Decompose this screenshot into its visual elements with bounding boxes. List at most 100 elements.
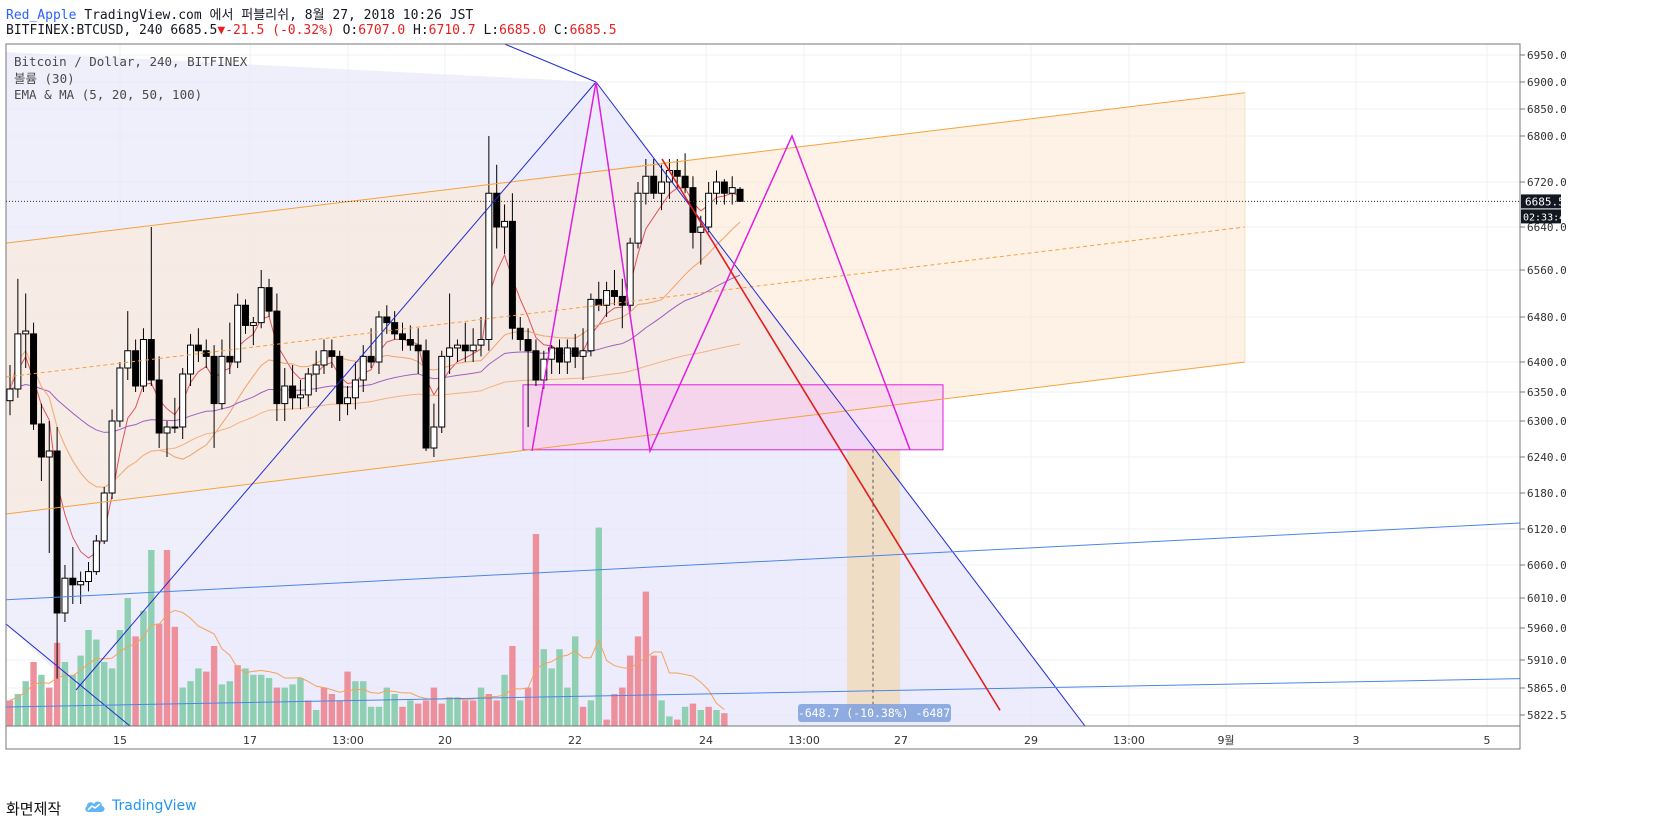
volume-bar: [132, 636, 139, 726]
candle-body: [446, 347, 454, 357]
candle-body: [705, 192, 713, 228]
volume-bar: [658, 700, 665, 726]
candle-body: [100, 492, 108, 542]
candle-body: [226, 355, 234, 363]
volume-bar: [689, 703, 697, 726]
y-tick-label: 5822.5: [1527, 709, 1567, 722]
candle-body: [383, 316, 391, 324]
candle-body: [508, 220, 516, 329]
x-tick-label: 3: [1353, 734, 1360, 747]
candle-body: [257, 287, 265, 324]
tradingview-label: TradingView: [112, 798, 197, 814]
volume-bar: [674, 719, 681, 726]
volume-bar: [179, 687, 186, 726]
channel-mid-line: [6, 226, 1246, 378]
volume-bar: [22, 681, 29, 726]
candle-body: [359, 355, 367, 381]
triangle-top-line: [503, 44, 597, 83]
candle-body: [147, 339, 155, 381]
legend-symbol: Bitcoin / Dollar, 240, BITFINEX: [14, 54, 248, 69]
volume-bar: [210, 646, 218, 726]
ohlc-c-label: C:: [553, 23, 570, 38]
ohlc-h-value: 6710.7: [428, 23, 476, 38]
candle-body: [92, 540, 100, 573]
x-tick-label: 9월: [1217, 734, 1234, 747]
volume-bar: [93, 639, 100, 726]
candle-body: [139, 339, 147, 387]
candle-body: [720, 181, 728, 194]
candle-body: [312, 364, 320, 375]
candle-body: [108, 420, 116, 494]
volume-bar: [415, 703, 422, 726]
volume-bar: [572, 636, 579, 726]
candle-body: [422, 350, 430, 449]
xabcd-pattern: [531, 81, 911, 454]
volume-bar: [38, 674, 45, 726]
candle-body: [501, 220, 509, 228]
candle-body: [438, 355, 446, 428]
candle-body: [571, 347, 579, 357]
volume-bar: [336, 700, 343, 726]
candle-body: [713, 181, 720, 194]
volume-bar: [407, 700, 414, 726]
volume-bar: [556, 649, 563, 726]
moving-averages: [9, 187, 741, 559]
candle-body: [351, 379, 359, 399]
volume-bar: [69, 674, 76, 726]
volume-bar: [148, 550, 155, 726]
time-axis[interactable]: [5, 725, 1521, 750]
price-axis[interactable]: 6950.0 6900.0 6850.0 6800.0 6720.0 6640.0 6560…: [1520, 49, 1567, 722]
drawings-back: [6, 52, 1245, 726]
volume-bar: [564, 687, 571, 726]
candle-body: [603, 290, 611, 306]
measure-label: -648.7 (-10.38%) -6487: [798, 706, 950, 720]
candle-body: [556, 347, 563, 363]
candle-body: [273, 310, 281, 405]
channel-lower-line: [6, 361, 1246, 515]
legend-volume: 볼륨 (30): [14, 70, 75, 86]
candle-body: [634, 192, 642, 244]
candle-body: [642, 175, 650, 194]
time-axis-labels: 15 17 13:00 20 22 24 13:00 27 29 13:00 9월 3 5: [113, 734, 1491, 747]
candle-body: [45, 450, 53, 458]
candle-body: [179, 373, 187, 428]
ohlc-h-label: H:: [413, 23, 429, 38]
volume-bar: [367, 706, 375, 726]
y-tick-label: 6800.0: [1527, 130, 1567, 143]
x-tick-label: 13:00: [1113, 734, 1145, 747]
volume-bar: [258, 674, 265, 726]
candle-body: [516, 327, 524, 340]
candle-body: [69, 577, 77, 586]
candle-body: [469, 344, 477, 352]
tradingview-cloud-icon: [85, 801, 105, 812]
volume-bar: [281, 687, 288, 726]
candle-body: [249, 322, 257, 326]
candle-body: [234, 304, 242, 363]
symbol-header: BITFINEX:BTCUSD, 240 6685.5▼-21.5 (-0.32…: [6, 23, 617, 38]
volume-bar: [108, 668, 116, 726]
username-link[interactable]: Red_Apple: [6, 8, 77, 23]
candle-body: [218, 355, 226, 405]
y-tick-label: 6560.0: [1527, 264, 1567, 277]
candle-body: [610, 290, 618, 297]
symbol-line: BITFINEX:BTCUSD, 240 6685.5: [6, 23, 218, 38]
price-markers: 6685.5 02:33:46: [6, 194, 1571, 224]
y-tick-label: 6950.0: [1527, 49, 1567, 62]
y-tick-label: 6300.0: [1527, 415, 1567, 428]
y-tick-label: 6180.0: [1527, 487, 1567, 500]
volume-bar: [705, 706, 712, 726]
publish-header: Red_Apple TradingView.com 에서 퍼블리쉬, 8월 27…: [6, 4, 473, 23]
volume-bar: [524, 687, 532, 726]
ema-5-line: [9, 187, 741, 559]
volume-bar: [77, 655, 84, 726]
tradingview-brand[interactable]: TradingView: [84, 798, 197, 814]
volume-bar: [226, 681, 233, 726]
volume-bar: [218, 684, 226, 726]
candle-body: [736, 188, 744, 202]
candle-body: [77, 581, 85, 586]
candle-body: [155, 379, 163, 434]
volume-bar: [250, 674, 257, 726]
candle-body: [14, 333, 22, 390]
candle-body: [116, 367, 124, 422]
